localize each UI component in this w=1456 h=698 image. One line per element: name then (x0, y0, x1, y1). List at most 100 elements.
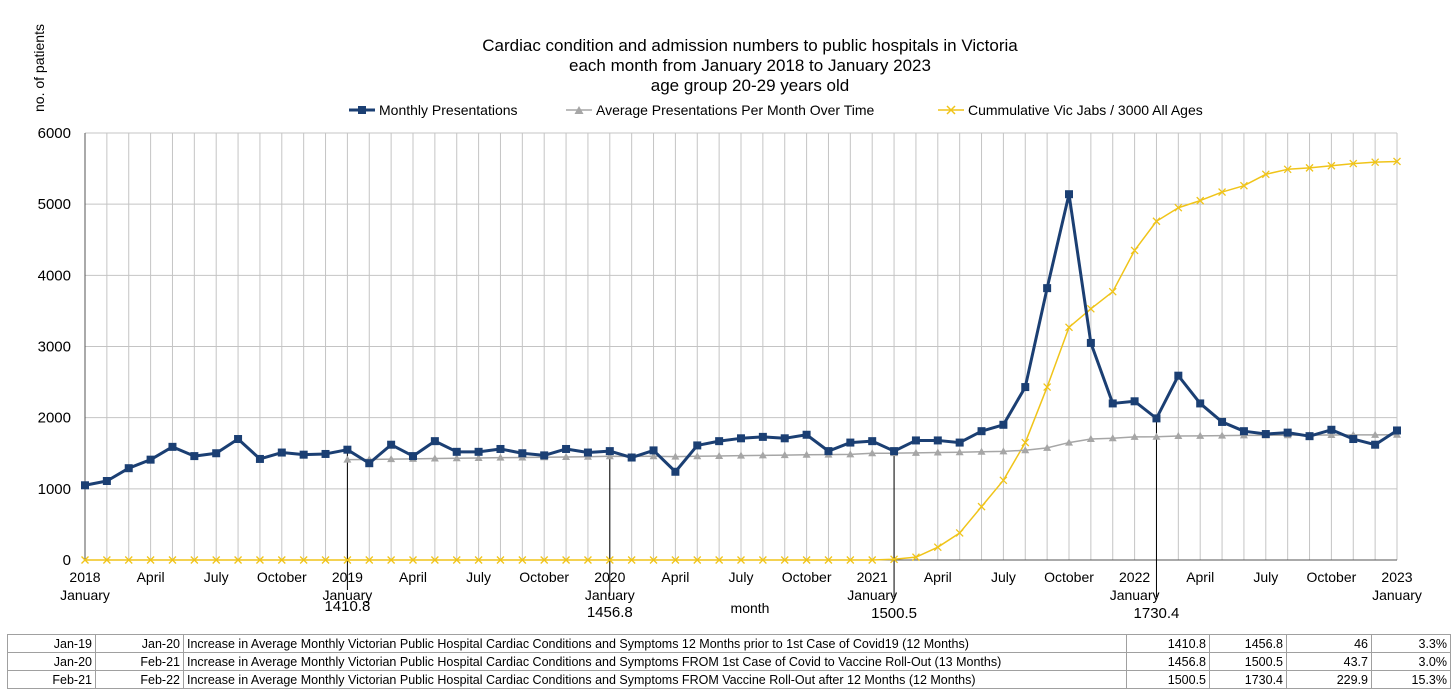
data-point (649, 452, 658, 460)
data-point (102, 477, 111, 486)
data-point (474, 447, 483, 456)
data-point (1065, 190, 1073, 199)
data-point (1196, 399, 1205, 408)
x-mark (1283, 165, 1292, 174)
data-point (496, 556, 505, 564)
data-point (1261, 430, 1270, 439)
data-point (977, 447, 986, 455)
y-tick-label: 1000 (38, 481, 71, 498)
data-point (1065, 323, 1073, 332)
data-point (212, 449, 221, 458)
data-point (1130, 397, 1139, 406)
data-point (255, 556, 264, 564)
x-mark (693, 556, 702, 564)
data-point (955, 528, 964, 537)
grid (84, 132, 1398, 561)
data-point (190, 556, 199, 564)
data-point (409, 452, 417, 461)
chart-title: Cardiac condition and admission numbers … (400, 36, 1100, 96)
x-mark (1261, 170, 1270, 179)
x-tick-label: April (924, 569, 952, 585)
data-point (387, 440, 396, 449)
data-point (890, 555, 899, 564)
table-cell: 3.0% (1371, 652, 1451, 671)
data-point (1239, 427, 1248, 436)
x-mark (605, 556, 614, 564)
x-mark (518, 556, 527, 564)
annotation-label: 1500.5 (871, 605, 917, 622)
data-point (605, 447, 614, 456)
chart-title-line-2: each month from January 2018 to January … (569, 56, 931, 75)
data-point (911, 553, 920, 562)
table-cell: Increase in Average Monthly Victorian Pu… (183, 652, 1127, 671)
legend-marker-square-icon (349, 106, 375, 114)
data-point (562, 452, 571, 460)
data-point (1371, 430, 1380, 438)
data-point (430, 556, 439, 564)
data-point (81, 556, 89, 564)
data-point (1152, 217, 1161, 226)
x-mark (1196, 196, 1205, 205)
data-point (1327, 425, 1336, 434)
table-cell: 46 (1286, 634, 1372, 653)
x-tick-label: July (991, 569, 1016, 585)
x-mark (255, 556, 264, 564)
table-cell: Feb-21 (95, 652, 184, 671)
x-mark (1108, 287, 1117, 296)
data-point (693, 556, 702, 564)
y-tick-label: 2000 (38, 410, 71, 427)
table-cell: 1456.8 (1209, 634, 1287, 653)
data-point (234, 435, 243, 444)
data-point (1305, 432, 1314, 441)
data-point (168, 442, 177, 451)
data-point (1393, 426, 1401, 435)
x-tick-label: October (1306, 569, 1356, 585)
x-mark (387, 556, 396, 564)
x-tick-label: October (1044, 569, 1094, 585)
data-point (299, 450, 308, 459)
x-mark (977, 502, 986, 511)
x-mark (1371, 158, 1380, 167)
data-point (780, 556, 789, 564)
data-point (365, 459, 374, 468)
data-point (321, 449, 330, 458)
data-point (1108, 434, 1117, 442)
x-mark (540, 556, 549, 564)
x-mark (1086, 304, 1095, 313)
data-point (999, 476, 1008, 485)
x-tick-label: April (137, 569, 165, 585)
data-point (1043, 284, 1052, 293)
data-point (1393, 157, 1401, 166)
x-tick-label: April (1186, 569, 1214, 585)
data-point (933, 436, 942, 445)
data-point (168, 556, 177, 564)
data-point (737, 451, 745, 459)
x-mark (890, 555, 899, 564)
y-tick-label: 3000 (38, 339, 71, 356)
data-point (190, 452, 199, 461)
x-mark (409, 556, 417, 564)
table-cell: 43.7 (1286, 652, 1372, 671)
x-mark (933, 543, 942, 552)
x-tick-label: April (399, 569, 427, 585)
x-mark (277, 556, 286, 564)
data-point (234, 556, 243, 564)
x-tick-label: July (466, 569, 491, 585)
data-point (1371, 158, 1380, 167)
table-cell: 1500.5 (1126, 670, 1210, 689)
data-point (562, 556, 571, 564)
x-mark (81, 556, 89, 564)
table-cell: Feb-21 (7, 670, 96, 689)
data-point (387, 556, 396, 564)
data-point (1108, 399, 1117, 408)
data-point (452, 556, 461, 564)
data-point (802, 450, 811, 458)
x-mark (1021, 438, 1030, 447)
x-mark (780, 556, 789, 564)
x-tick-label: January (847, 587, 897, 603)
data-point (693, 452, 702, 460)
data-point (1021, 446, 1030, 454)
legend-label-monthly: Monthly Presentations (379, 102, 518, 118)
data-point (911, 448, 920, 456)
x-tick-label: July (204, 569, 229, 585)
